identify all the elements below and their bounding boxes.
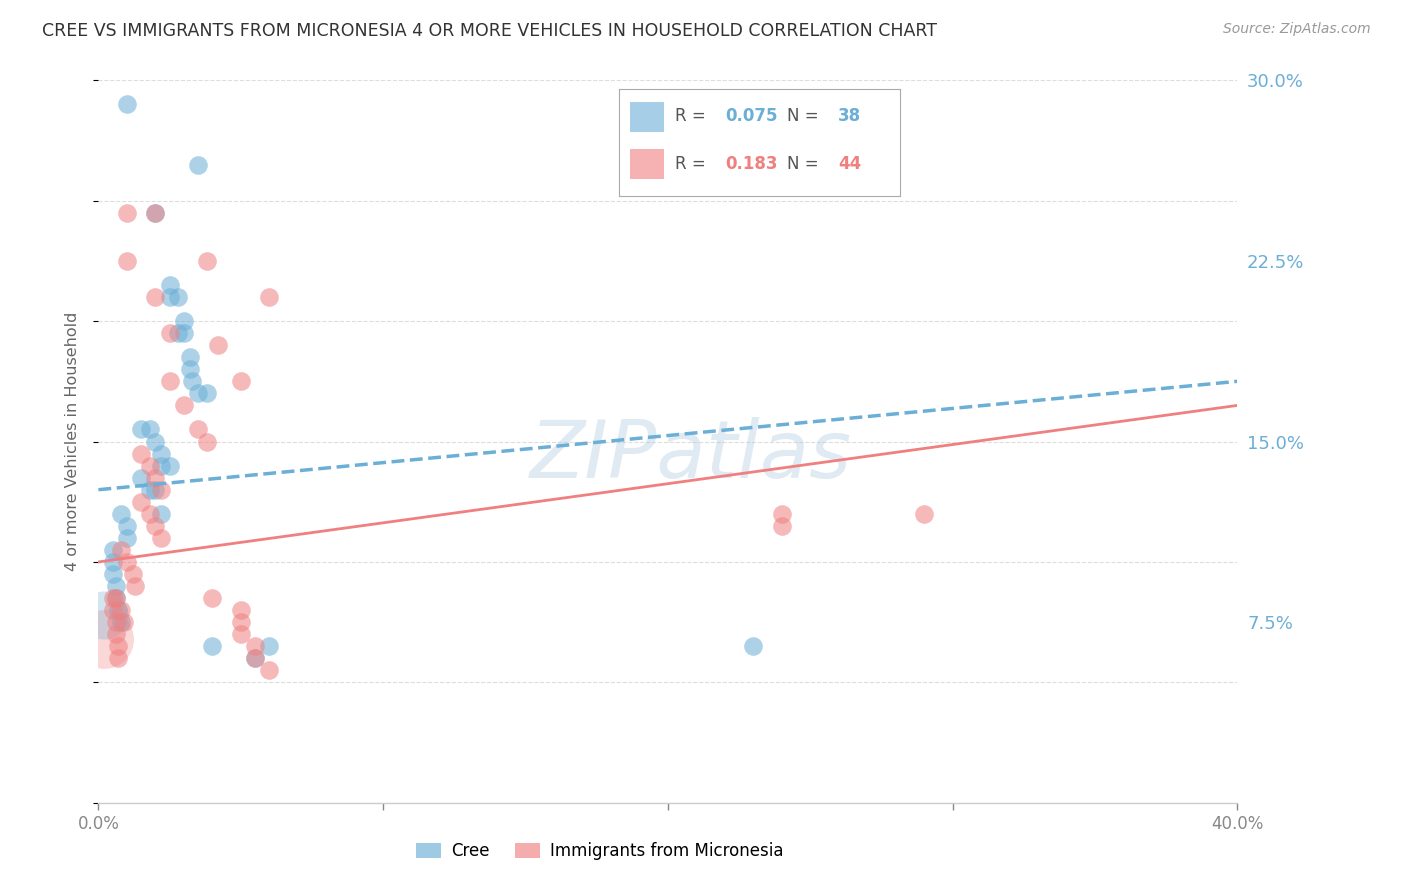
Text: N =: N = [787,108,818,126]
Point [115,205,138,219]
Point [167,326,190,340]
Point [201,591,224,605]
Point [912,507,935,521]
Point [129,422,152,436]
Point [159,458,181,473]
Point [138,483,160,497]
Bar [630,149,664,179]
Point [138,458,160,473]
Point [195,434,218,449]
Point [145,290,167,304]
Text: 0.183: 0.183 [725,154,778,172]
Point [159,277,181,292]
Text: 38: 38 [838,108,860,126]
Point [104,615,127,630]
Point [742,639,765,653]
Point [93,632,115,646]
Point [107,651,129,665]
Point [150,483,173,497]
Point [145,470,167,484]
Point [259,290,281,304]
Point [104,591,127,605]
Point [145,205,167,219]
Legend: Cree, Immigrants from Micronesia: Cree, Immigrants from Micronesia [409,836,790,867]
Point [138,507,160,521]
Point [145,205,167,219]
Point [229,374,252,388]
Point [187,386,209,401]
Point [179,362,201,376]
Point [110,615,132,630]
Point [159,374,181,388]
Point [770,518,793,533]
Text: ZIPatlas: ZIPatlas [530,417,852,495]
Point [173,398,195,412]
Point [145,518,167,533]
Point [201,639,224,653]
Point [112,615,135,630]
Point [104,627,127,641]
Point [104,591,127,605]
Point [104,579,127,593]
Point [187,422,209,436]
Point [107,603,129,617]
Text: Source: ZipAtlas.com: Source: ZipAtlas.com [1223,22,1371,37]
Point [121,567,143,582]
Point [181,374,204,388]
Point [187,157,209,171]
Point [115,531,138,545]
Point [179,350,201,364]
Point [229,603,252,617]
Point [110,507,132,521]
Point [115,518,138,533]
Point [101,603,124,617]
Point [173,314,195,328]
Point [229,615,252,630]
Point [115,555,138,569]
Text: N =: N = [787,154,818,172]
Point [243,651,266,665]
Point [115,253,138,268]
Point [93,607,115,622]
Text: R =: R = [675,154,706,172]
Point [150,458,173,473]
Point [259,639,281,653]
Point [195,386,218,401]
Point [770,507,793,521]
Point [101,555,124,569]
Point [145,483,167,497]
Point [150,507,173,521]
Point [101,567,124,582]
Point [229,627,252,641]
Point [243,639,266,653]
Point [107,639,129,653]
Y-axis label: 4 or more Vehicles in Household: 4 or more Vehicles in Household [65,312,80,571]
Point [124,579,146,593]
Bar [630,102,664,132]
Point [145,434,167,449]
Point [243,651,266,665]
Point [101,542,124,557]
Point [159,326,181,340]
Point [129,470,152,484]
Point [173,326,195,340]
Text: 44: 44 [838,154,862,172]
Point [129,494,152,508]
Point [138,422,160,436]
Point [110,603,132,617]
Point [150,531,173,545]
Point [101,591,124,605]
Text: CREE VS IMMIGRANTS FROM MICRONESIA 4 OR MORE VEHICLES IN HOUSEHOLD CORRELATION C: CREE VS IMMIGRANTS FROM MICRONESIA 4 OR … [42,22,938,40]
Point [110,542,132,557]
Point [259,664,281,678]
Text: 0.075: 0.075 [725,108,778,126]
Point [115,97,138,112]
Point [150,446,173,460]
Point [159,290,181,304]
Point [167,290,190,304]
Point [195,253,218,268]
Point [129,446,152,460]
Text: R =: R = [675,108,706,126]
Point [207,338,229,352]
